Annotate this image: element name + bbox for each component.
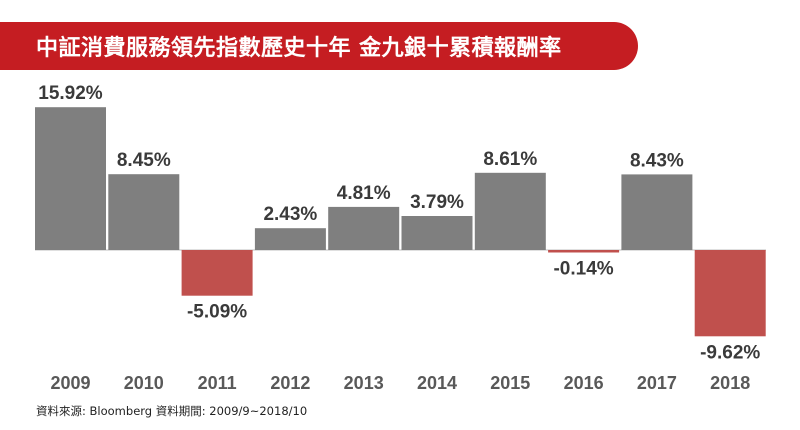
data-label-2018: -9.62% [700, 342, 760, 363]
x-tick-2018: 2018 [710, 373, 750, 393]
bar-2018 [694, 250, 766, 337]
data-label-2014: 3.79% [410, 192, 464, 213]
data-label-2017: 8.43% [630, 150, 684, 171]
bar-2015 [474, 172, 546, 250]
bar-2017 [621, 174, 693, 250]
bar-2014 [401, 216, 473, 250]
x-tick-2014: 2014 [417, 373, 457, 393]
x-tick-2010: 2010 [124, 373, 164, 393]
data-label-2011: -5.09% [187, 302, 247, 323]
data-label-2010: 8.45% [117, 150, 171, 171]
title-banner: 中証消費服務領先指數歷史十年 金九銀十累積報酬率 [0, 22, 638, 70]
data-label-2009: 15.92% [38, 83, 103, 104]
bar-2009 [35, 107, 106, 250]
data-label-2012: 2.43% [263, 204, 317, 225]
x-tick-2015: 2015 [490, 373, 530, 393]
bar-2012 [254, 228, 326, 250]
x-tick-2009: 2009 [50, 373, 90, 393]
x-tick-2012: 2012 [270, 373, 310, 393]
bar-2011 [181, 250, 253, 296]
x-tick-2011: 2011 [198, 373, 237, 393]
chart-title: 中証消費服務領先指數歷史十年 金九銀十累積報酬率 [36, 36, 562, 61]
data-label-2013: 4.81% [337, 183, 391, 204]
bar-2016 [548, 250, 620, 253]
bar-2010 [108, 174, 180, 250]
source-note: 資料來源: Bloomberg 資料期間: 2009/9~2018/10 [36, 404, 308, 418]
data-label-2016: -0.14% [553, 259, 613, 280]
data-label-2015: 8.61% [483, 149, 537, 170]
x-tick-2013: 2013 [344, 373, 384, 393]
x-tick-2017: 2017 [637, 373, 677, 393]
bar-2013 [328, 206, 400, 250]
x-tick-2016: 2016 [564, 373, 604, 393]
